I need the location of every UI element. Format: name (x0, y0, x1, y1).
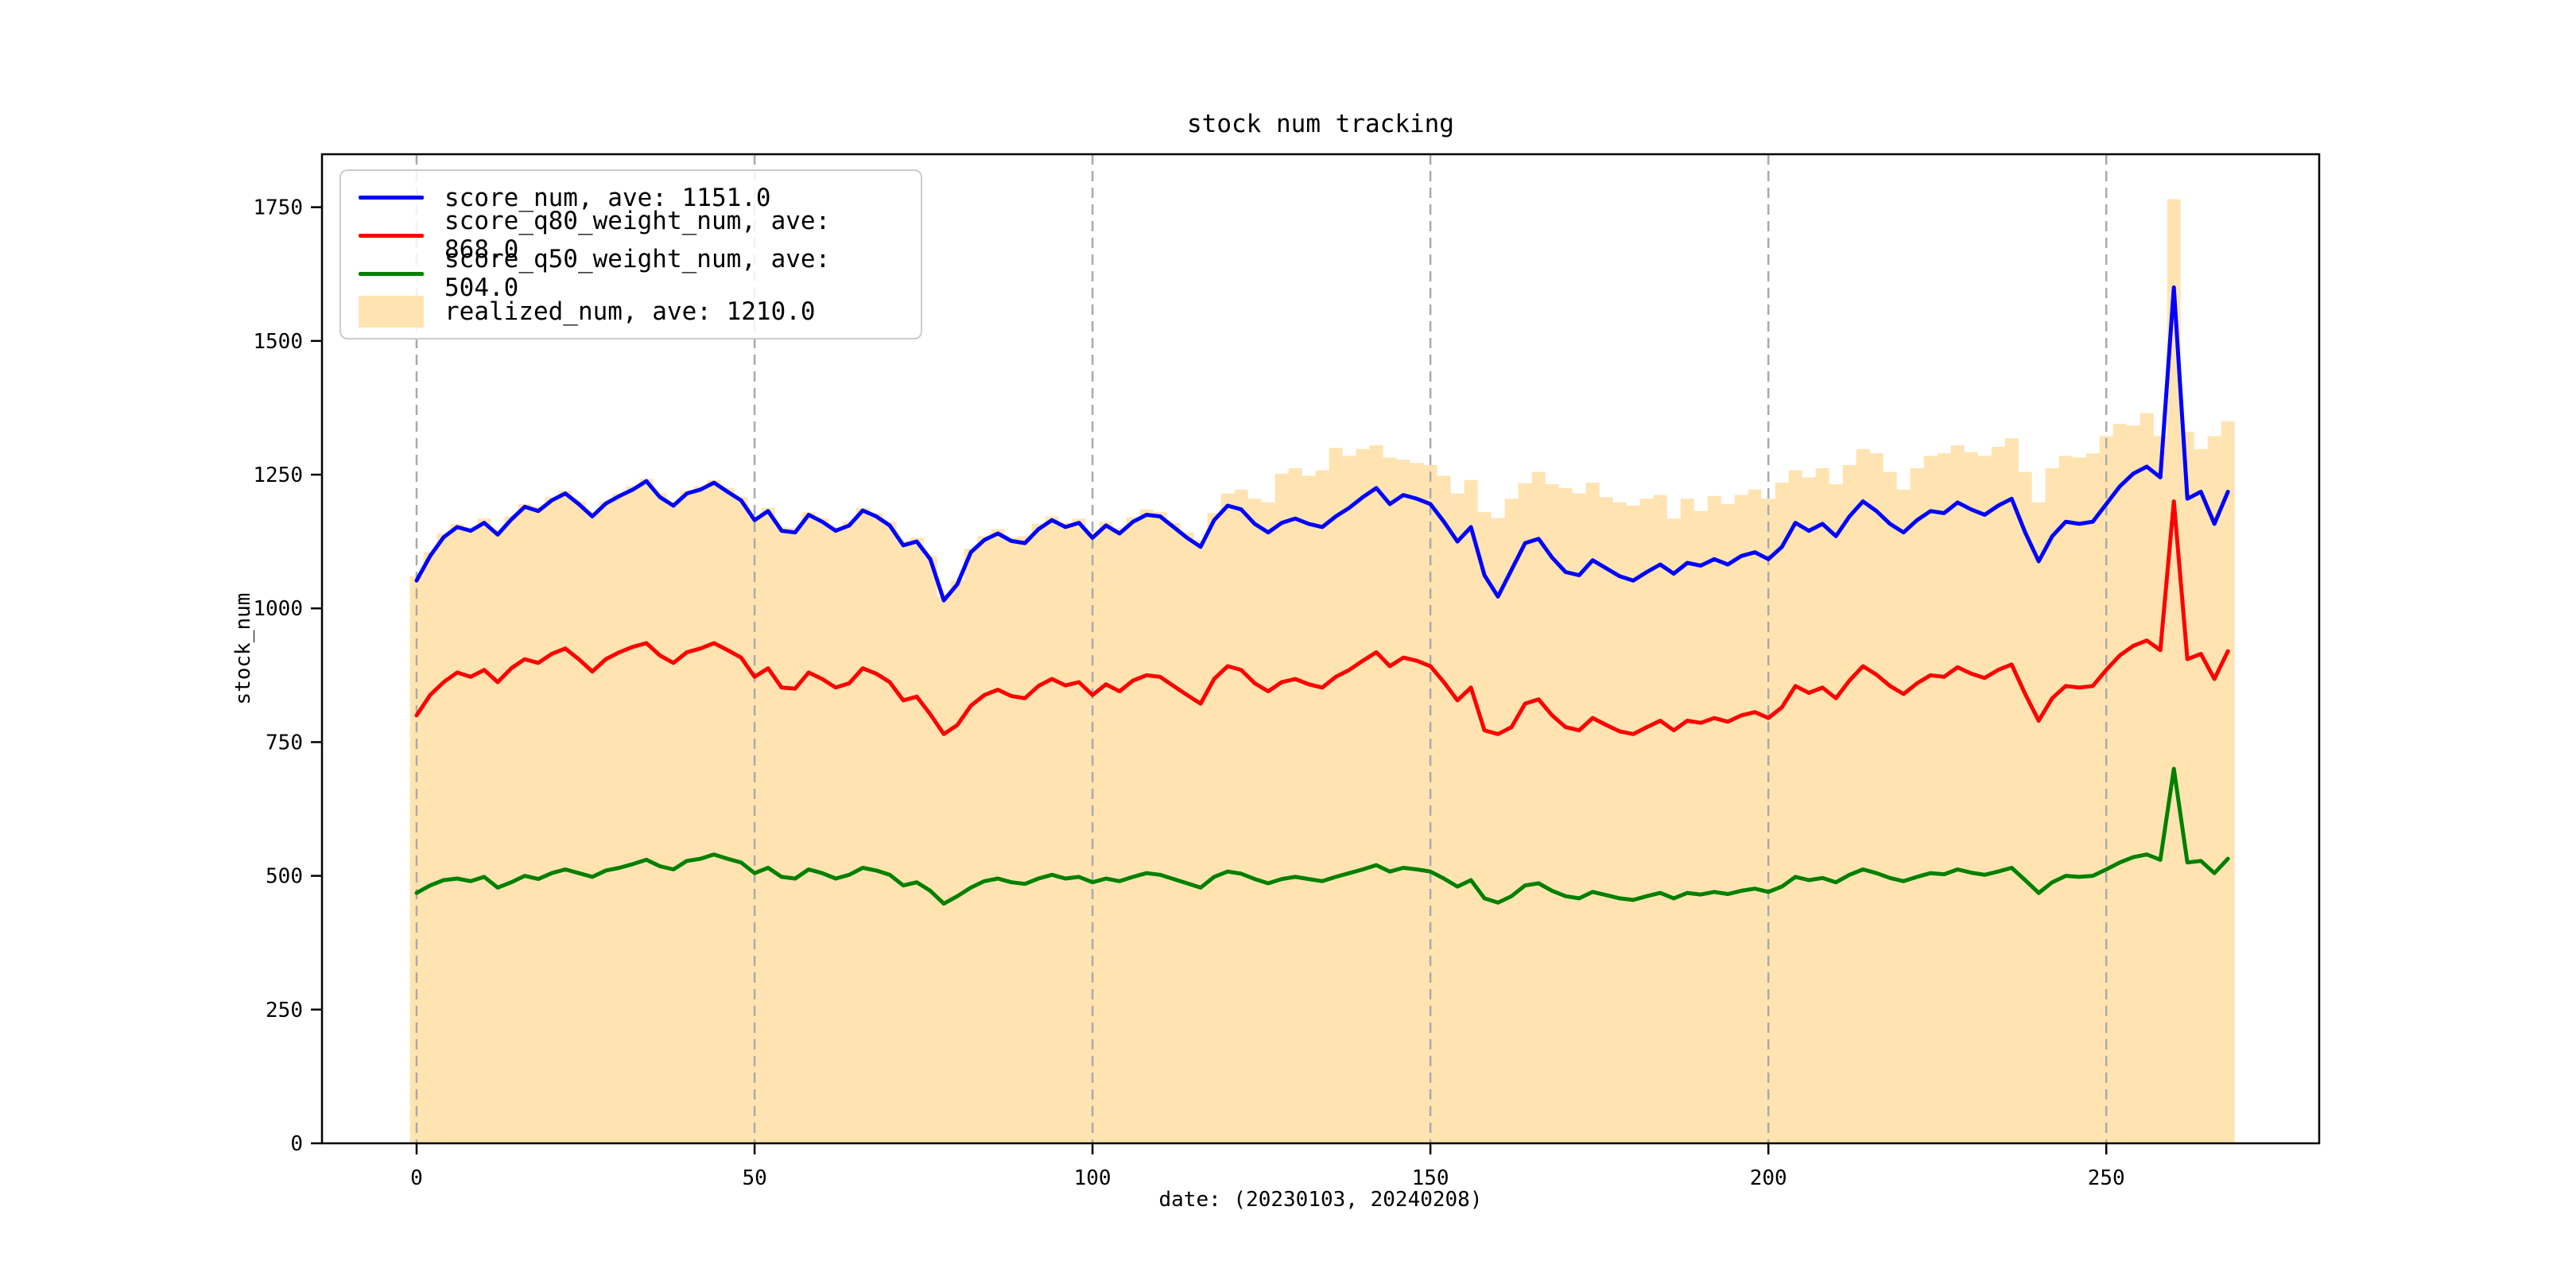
legend-item-score-num: score_num, ave: 1151.0 (359, 179, 903, 216)
y-tick-label: 0 (290, 1132, 303, 1156)
legend-label: score_q50_weight_num, ave: 504.0 (444, 245, 831, 302)
legend-label: score_num, ave: 1151.0 (444, 183, 771, 212)
x-tick-label: 0 (410, 1166, 423, 1190)
y-tick-label: 1000 (253, 597, 303, 621)
legend-label: score_q80_weight_num, ave: 868.0 (444, 207, 831, 264)
y-tick-label: 750 (266, 731, 303, 755)
line-score_num (414, 285, 2230, 603)
legend-patch-swatch-orange (359, 295, 424, 328)
y-axis-label: stock_num (231, 592, 255, 705)
legend-line-swatch-green (359, 271, 424, 276)
area-realized-num (409, 199, 2235, 1143)
line-score_q50_weight_num (414, 766, 2230, 906)
legend-line-swatch-red (359, 233, 424, 238)
x-tick-label: 200 (1750, 1166, 1787, 1190)
chart-title: stock num tracking (1187, 110, 1454, 138)
x-tick-label: 100 (1074, 1166, 1111, 1190)
y-tick-label: 1500 (253, 330, 303, 354)
x-tick-label: 250 (2088, 1166, 2125, 1190)
x-tick-label: 50 (742, 1166, 766, 1190)
line-score_q80_weight_num (414, 499, 2230, 736)
y-tick-label: 500 (266, 865, 303, 889)
legend-item-realized-num: realized_num, ave: 1210.0 (359, 293, 903, 330)
legend-line-swatch-blue (359, 196, 424, 200)
y-tick-label: 1750 (253, 196, 303, 220)
legend: score_num, ave: 1151.0 score_q80_weight_… (339, 169, 922, 339)
y-tick-label: 1250 (253, 464, 303, 487)
y-tick-label: 250 (266, 999, 303, 1022)
legend-item-score-q80-weight-num: score_q80_weight_num, ave: 868.0 (359, 207, 903, 264)
x-tick-label: 150 (1412, 1166, 1449, 1190)
legend-item-score-q50-weight-num: score_q50_weight_num, ave: 504.0 (359, 245, 903, 302)
legend-label: realized_num, ave: 1210.0 (444, 297, 816, 326)
x-axis-label: date: (20230103, 20240208) (1158, 1188, 1483, 1212)
axes-spines (320, 153, 2321, 1145)
